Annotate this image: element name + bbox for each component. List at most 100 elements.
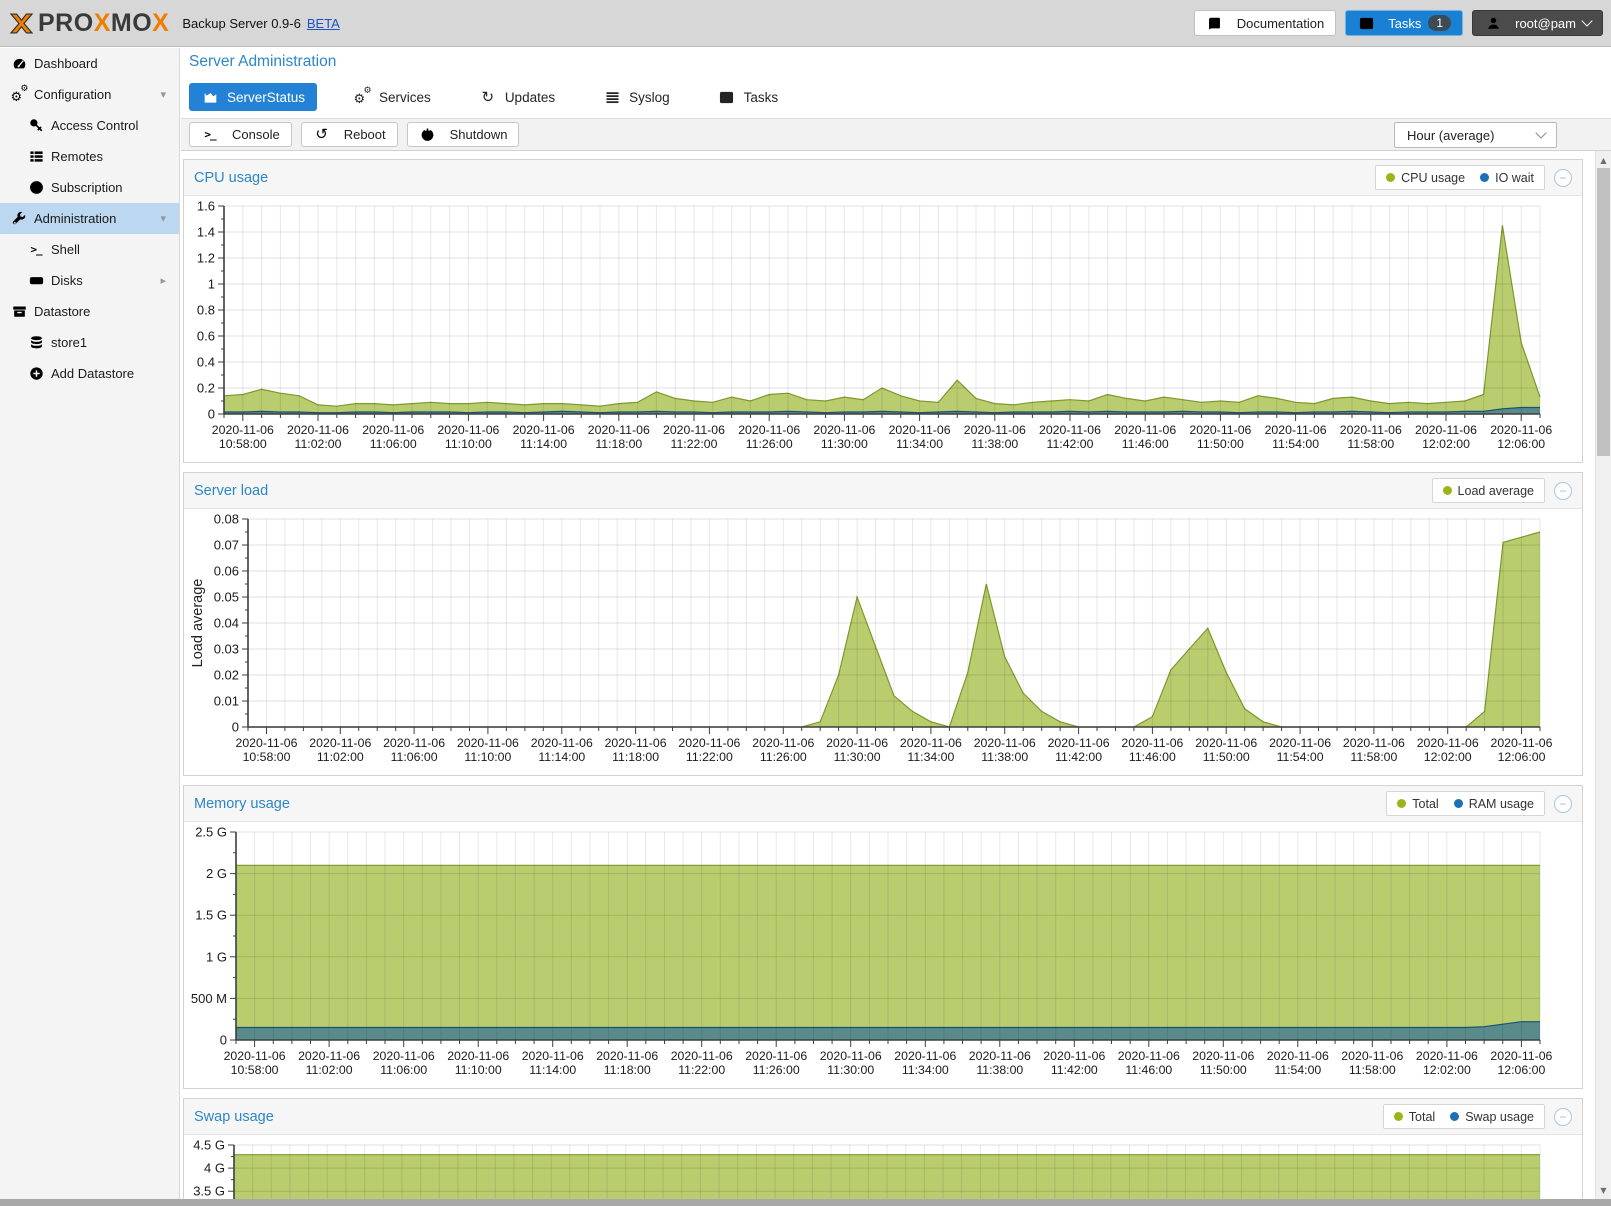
collapse-panel-button[interactable]: − xyxy=(1554,794,1572,813)
legend-item-io-wait[interactable]: IO wait xyxy=(1480,171,1534,185)
svg-text:0: 0 xyxy=(232,720,239,735)
reboot-button[interactable]: ↺ Reboot xyxy=(300,122,398,147)
svg-text:2020-11-06: 2020-11-06 xyxy=(596,1049,658,1063)
toolbar: >_ Console ↺ Reboot Shutdown Hour (average) xyxy=(181,118,1611,151)
svg-text:2020-11-06: 2020-11-06 xyxy=(1417,736,1479,750)
shutdown-button[interactable]: Shutdown xyxy=(406,122,520,147)
svg-text:2020-11-06: 2020-11-06 xyxy=(1415,423,1477,437)
svg-text:2020-11-06: 2020-11-06 xyxy=(969,1049,1031,1063)
svg-text:2020-11-06: 2020-11-06 xyxy=(447,1049,509,1063)
svg-text:0.03: 0.03 xyxy=(214,642,239,657)
header-actions: Documentation Tasks 1 root@pam xyxy=(1193,10,1603,36)
svg-text:2020-11-06: 2020-11-06 xyxy=(974,736,1036,750)
lifering-icon xyxy=(27,180,45,196)
svg-text:2020-11-06: 2020-11-06 xyxy=(826,736,888,750)
sidebar-item-label: Datastore xyxy=(34,304,91,319)
proxmox-logo xyxy=(8,10,35,37)
collapse-panel-button[interactable]: − xyxy=(1554,168,1572,187)
panels-container: CPU usage CPU usage IO wait − 0 0.2 0.4 0.6 0… xyxy=(181,153,1595,1199)
svg-text:2020-11-06: 2020-11-06 xyxy=(1343,736,1405,750)
svg-text:11:38:00: 11:38:00 xyxy=(976,1063,1023,1077)
chevron-down-icon xyxy=(1581,15,1593,27)
svg-text:2020-11-06: 2020-11-06 xyxy=(383,736,445,750)
database-icon xyxy=(27,335,45,351)
svg-text:500 M: 500 M xyxy=(191,991,227,1006)
app-header: PROXMOX Backup Server 0.9-6 BETA Documen… xyxy=(0,0,1611,47)
sidebar-item-label: Remotes xyxy=(51,149,104,164)
legend-item-ram-usage[interactable]: RAM usage xyxy=(1453,797,1534,811)
sidebar-item-datastore[interactable]: Datastore xyxy=(0,296,179,327)
window-bottom-edge xyxy=(0,1199,1611,1206)
svg-text:11:34:00: 11:34:00 xyxy=(896,437,943,451)
sidebar-item-disks[interactable]: Disks ▸ xyxy=(0,265,179,296)
svg-text:3.5 G: 3.5 G xyxy=(193,1184,225,1199)
scrollbar-up-button[interactable]: ▲ xyxy=(1600,155,1607,165)
legend-dot-icon xyxy=(1386,173,1396,182)
tab-tasks[interactable]: Tasks xyxy=(706,83,791,111)
legend-item-swap-usage[interactable]: Swap usage xyxy=(1450,1110,1534,1124)
svg-text:2020-11-06: 2020-11-06 xyxy=(820,1049,882,1063)
svg-text:2020-11-06: 2020-11-06 xyxy=(900,736,962,750)
archive-icon xyxy=(10,304,28,320)
tab-bar: ServerStatus ⚙ ⚙ Services ↻ Updates Syslog Task… xyxy=(189,83,790,111)
sidebar-item-label: Access Control xyxy=(51,118,139,133)
chart-legend: Total Swap usage xyxy=(1382,1104,1545,1129)
collapse-panel-button[interactable]: − xyxy=(1554,1107,1572,1126)
sidebar-item-shell[interactable]: >_ Shell xyxy=(0,234,179,265)
svg-text:0.4: 0.4 xyxy=(197,355,215,370)
tasks-button[interactable]: Tasks 1 xyxy=(1345,10,1464,36)
panel-title: Swap usage xyxy=(194,1108,274,1125)
beta-link[interactable]: BETA xyxy=(306,15,340,31)
svg-text:2 G: 2 G xyxy=(206,866,227,881)
svg-text:1.6: 1.6 xyxy=(197,199,215,214)
legend-dot-icon xyxy=(1453,799,1463,808)
sidebar-item-label: Subscription xyxy=(51,180,123,195)
sidebar-item-administration[interactable]: Administration ▾ xyxy=(0,203,179,234)
time-range-select[interactable]: Hour (average) xyxy=(1394,122,1557,148)
svg-text:11:58:00: 11:58:00 xyxy=(1347,437,1394,451)
tab-syslog[interactable]: Syslog xyxy=(591,83,682,111)
console-button[interactable]: >_ Console xyxy=(189,122,292,147)
tab-services[interactable]: ⚙ ⚙ Services xyxy=(353,86,431,107)
chart-legend: CPU usage IO wait xyxy=(1375,165,1545,190)
list-icon xyxy=(27,149,45,165)
legend-item-cpu-usage[interactable]: CPU usage xyxy=(1386,171,1465,185)
sidebar-item-add-datastore[interactable]: Add Datastore xyxy=(0,358,179,389)
svg-text:11:02:00: 11:02:00 xyxy=(317,750,364,764)
tab-serverstatus[interactable]: ServerStatus xyxy=(189,83,318,111)
sidebar-item-access-control[interactable]: Access Control xyxy=(0,110,179,141)
legend-item-total[interactable]: Total xyxy=(1393,1110,1435,1124)
collapse-panel-button[interactable]: − xyxy=(1554,481,1572,500)
svg-text:2020-11-06: 2020-11-06 xyxy=(531,736,593,750)
legend-item-load-average[interactable]: Load average xyxy=(1442,484,1534,498)
svg-text:0.8: 0.8 xyxy=(197,303,215,318)
chart-legend: Total RAM usage xyxy=(1386,791,1545,816)
svg-text:11:46:00: 11:46:00 xyxy=(1122,437,1169,451)
svg-text:2020-11-06: 2020-11-06 xyxy=(1189,423,1251,437)
svg-text:Load average: Load average xyxy=(190,579,206,668)
svg-text:2020-11-06: 2020-11-06 xyxy=(1048,736,1110,750)
svg-text:2020-11-06: 2020-11-06 xyxy=(1267,1049,1329,1063)
sidebar-item-store1[interactable]: store1 xyxy=(0,327,179,358)
proxmox-x-icon xyxy=(9,12,34,34)
sidebar-item-configuration[interactable]: ⚙ ⚙ Configuration ▾ xyxy=(0,79,179,110)
svg-text:11:50:00: 11:50:00 xyxy=(1203,750,1250,764)
tab-updates[interactable]: ↻ Updates xyxy=(467,83,567,111)
user-menu-button[interactable]: root@pam xyxy=(1472,10,1603,36)
svg-text:2020-11-06: 2020-11-06 xyxy=(457,736,519,750)
legend-item-total[interactable]: Total xyxy=(1397,797,1439,811)
chevron-down-icon xyxy=(1535,127,1547,139)
vertical-scrollbar[interactable]: ▲ ▼ xyxy=(1595,151,1611,1199)
sidebar-item-subscription[interactable]: Subscription xyxy=(0,172,179,203)
sidebar-item-remotes[interactable]: Remotes xyxy=(0,141,179,172)
scrollbar-down-button[interactable]: ▼ xyxy=(1600,1185,1607,1195)
chart-area: 0 0.2 0.4 0.6 0.8 1 1.2 1.4 1.6 2020-11-06 10:58:0… xyxy=(184,196,1582,463)
documentation-button[interactable]: Documentation xyxy=(1193,10,1337,36)
svg-text:11:18:00: 11:18:00 xyxy=(604,1063,651,1077)
svg-text:2020-11-06: 2020-11-06 xyxy=(1341,1049,1403,1063)
svg-text:11:10:00: 11:10:00 xyxy=(455,1063,502,1077)
sidebar-item-dashboard[interactable]: Dashboard xyxy=(0,48,179,79)
svg-text:12:02:00: 12:02:00 xyxy=(1424,750,1472,764)
scrollbar-thumb[interactable] xyxy=(1597,168,1610,456)
